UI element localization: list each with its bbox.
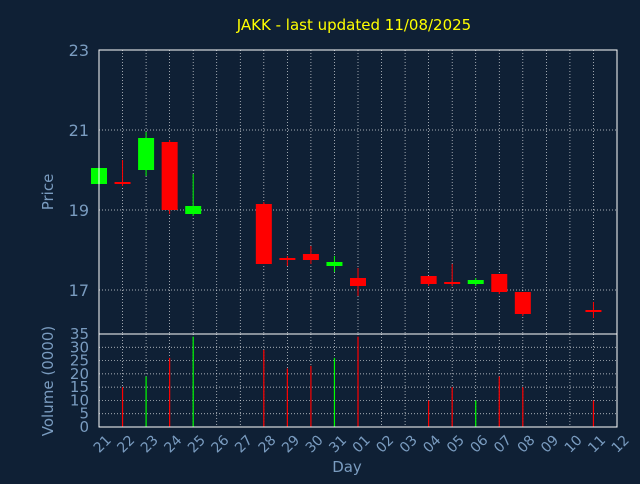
volume-panel-frame xyxy=(98,333,618,428)
candle xyxy=(326,256,343,272)
candle xyxy=(350,268,366,296)
candle-body xyxy=(279,258,296,260)
volume-tick-label: 35 xyxy=(70,325,89,343)
candle-body xyxy=(444,282,461,284)
price-axis-label: Price xyxy=(39,174,57,211)
price-tick-label: 23 xyxy=(69,41,89,60)
candle xyxy=(279,256,296,266)
candle xyxy=(138,132,155,176)
x-tick-labels: 21 22 23 24 25 26 27 28 29 30 31 01 02 03 04 05 06 07 08 09… xyxy=(91,432,633,456)
candle xyxy=(114,160,131,186)
candle xyxy=(514,292,531,316)
candle xyxy=(444,264,461,286)
candle-body xyxy=(114,182,131,184)
candle-body xyxy=(326,262,343,266)
candle-body xyxy=(491,274,508,292)
candle xyxy=(420,276,437,286)
volume-tick-label: 15 xyxy=(70,378,89,396)
candle xyxy=(467,278,484,286)
candle xyxy=(161,140,178,214)
candle-body xyxy=(185,206,202,214)
candlestick-series xyxy=(91,132,602,318)
candle-body xyxy=(302,254,319,260)
candle xyxy=(491,274,508,294)
candle-body xyxy=(585,310,602,312)
candle-body xyxy=(138,138,155,170)
price-tick-label: 19 xyxy=(69,201,89,220)
candle-body xyxy=(350,278,366,286)
volume-series xyxy=(121,336,595,427)
volume-tick-label: 0 xyxy=(79,418,89,436)
volume-tick-label: 20 xyxy=(70,365,89,383)
candle-body xyxy=(514,292,531,314)
volume-tick-label: 10 xyxy=(70,391,89,409)
candle-body xyxy=(255,204,272,264)
volume-tick-label: 5 xyxy=(79,405,89,423)
price-tick-labels: 17 19 21 23 xyxy=(69,41,89,300)
candle xyxy=(255,202,272,264)
price-tick-label: 17 xyxy=(69,281,89,300)
volume-axis-label: Volume (0000) xyxy=(39,326,57,436)
candle-body xyxy=(467,280,484,284)
chart-title: JAKK - last updated 11/08/2025 xyxy=(236,16,471,34)
candle-body xyxy=(161,142,178,210)
x-axis-label: Day xyxy=(332,458,362,476)
price-tick-label: 21 xyxy=(69,121,89,140)
candle-body xyxy=(420,276,437,284)
volume-tick-label: 30 xyxy=(70,338,89,356)
candle xyxy=(185,174,202,216)
candle xyxy=(302,246,319,264)
volume-tick-label: 25 xyxy=(70,352,89,370)
candle xyxy=(585,302,602,318)
